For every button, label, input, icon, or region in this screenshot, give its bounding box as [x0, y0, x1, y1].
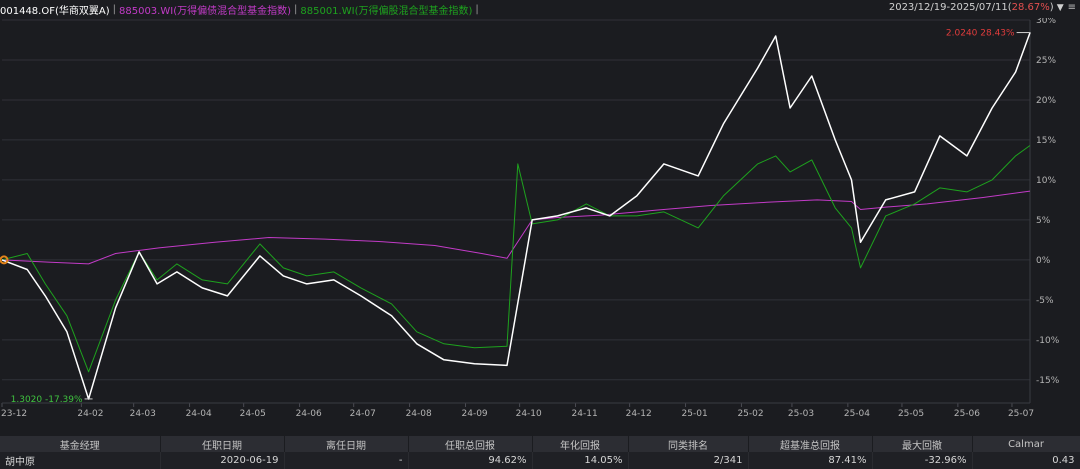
range-paren-close: )	[1049, 2, 1054, 13]
y-tick-label: 30%	[1036, 18, 1056, 26]
legend-bar: 001448.OF(华商双翼A) | 885003.WI(万得偏债混合型基金指数…	[0, 0, 1080, 18]
table-row[interactable]: 胡中原 2020-06-19 - 94.62% 14.05% 2/341 87.…	[0, 452, 1080, 469]
header-total-return[interactable]: 任职总回报	[408, 436, 533, 452]
start-point-marker	[0, 255, 9, 265]
cell-peer-rank: 2/341	[628, 452, 749, 469]
performance-chart: -15% -10% -5% 0% 5% 10% 15% 20% 25% 30% 23-12 24-02…	[0, 18, 1060, 419]
header-start-date[interactable]: 任职日期	[160, 436, 285, 452]
range-return-pct: 28.67%	[1011, 2, 1050, 13]
cell-excess-return: 87.41%	[748, 452, 873, 469]
y-tick-label: 10%	[1036, 176, 1056, 186]
header-annual-return[interactable]: 年化回报	[532, 436, 629, 452]
header-manager[interactable]: 基金经理	[0, 436, 161, 452]
date-range-selector[interactable]: 2023/12/19-2025/07/11 (28.67%) ▼ ≡	[889, 2, 1076, 13]
header-excess-return[interactable]: 超基准总回报	[748, 436, 873, 452]
triangle-down-icon[interactable]: ▼	[1056, 2, 1064, 13]
x-tick-label: 24-10	[516, 409, 542, 419]
x-tick-label: 25-05	[898, 409, 924, 419]
x-tick-label: 23-12	[1, 409, 27, 419]
cell-max-drawdown: -32.96%	[872, 452, 973, 469]
x-tick-label: 24-02	[77, 409, 103, 419]
y-tick-label: 25%	[1036, 56, 1056, 66]
hamburger-lines-icon[interactable]: ≡	[1067, 2, 1076, 13]
x-tick-label: 24-12	[626, 409, 652, 419]
y-tick-label: 15%	[1036, 136, 1056, 146]
series-line-fund	[1, 32, 1031, 400]
legend-separator: |	[112, 3, 116, 15]
x-tick-label: 25-02	[737, 409, 763, 419]
header-max-drawdown[interactable]: 最大回撤	[872, 436, 973, 452]
legend-bench1-label[interactable]: 885003.WI(万得偏债混合型基金指数)	[119, 5, 291, 17]
min-value-label: 1.3020 -17.39%	[11, 395, 83, 405]
header-calmar[interactable]: Calmar	[972, 436, 1080, 452]
y-tick-label: 20%	[1036, 96, 1056, 106]
date-range-text[interactable]: 2023/12/19-2025/07/11	[888, 2, 1008, 13]
x-tick-label: 24-04	[186, 409, 212, 419]
y-tick-label: 0%	[1036, 256, 1051, 266]
x-tick-label: 25-06	[954, 409, 980, 419]
series-line-equity-index	[1, 145, 1031, 373]
x-tick-label: 24-03	[130, 409, 156, 419]
cell-manager[interactable]: 胡中原	[0, 452, 161, 469]
x-tick-label: 24-06	[296, 409, 322, 419]
cell-start-date: 2020-06-19	[160, 452, 285, 469]
manager-stats-table: 基金经理 任职日期 离任日期 任职总回报 年化回报 同类排名 超基准总回报 最大…	[0, 436, 1080, 469]
x-tick-label: 25-07	[1008, 409, 1034, 419]
cell-end-date: -	[284, 452, 409, 469]
x-tick-label: 24-05	[240, 409, 266, 419]
x-tick-label: 25-03	[788, 409, 814, 419]
cell-total-return: 94.62%	[408, 452, 533, 469]
x-tick-label: 24-07	[350, 409, 376, 419]
cell-annual-return: 14.05%	[532, 452, 629, 469]
legend-separator: |	[294, 3, 298, 15]
max-value-label: 2.0240 28.43%	[946, 29, 1015, 39]
cell-calmar: 0.43	[972, 452, 1080, 469]
x-tick-label: 24-09	[462, 409, 488, 419]
range-paren-open: (	[1007, 2, 1012, 13]
x-tick-label: 25-01	[682, 409, 708, 419]
y-tick-label: -10%	[1036, 336, 1060, 346]
legend-bench2-label[interactable]: 885001.WI(万得偏股混合型基金指数)	[300, 5, 473, 17]
header-end-date[interactable]: 离任日期	[284, 436, 409, 452]
y-tick-label: 5%	[1036, 216, 1051, 226]
legend-separator: |	[475, 3, 479, 15]
y-tick-label: -15%	[1036, 376, 1060, 386]
legend-main-label[interactable]: 001448.OF(华商双翼A)	[0, 5, 110, 17]
y-tick-label: -5%	[1036, 296, 1054, 306]
x-tick-label: 25-04	[844, 409, 870, 419]
table-header-row: 基金经理 任职日期 离任日期 任职总回报 年化回报 同类排名 超基准总回报 最大…	[0, 436, 1080, 452]
x-tick-label: 24-08	[406, 409, 432, 419]
header-peer-rank[interactable]: 同类排名	[628, 436, 749, 452]
x-tick-label: 24-11	[572, 409, 598, 419]
